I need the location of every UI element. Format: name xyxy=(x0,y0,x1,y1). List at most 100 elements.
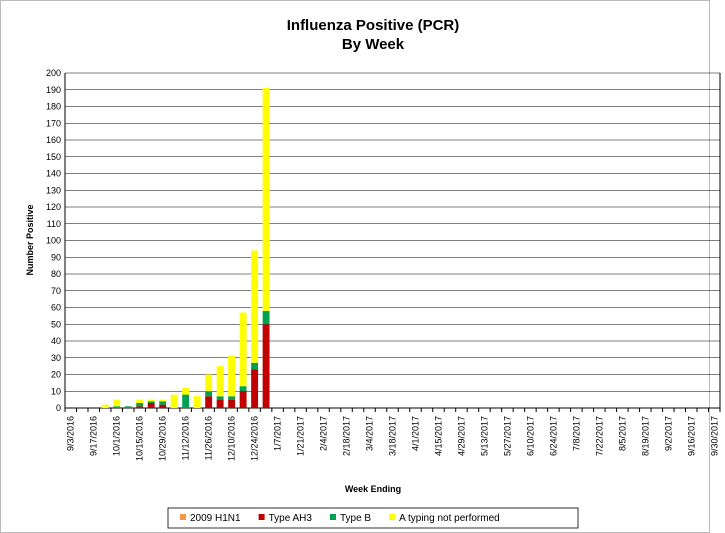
y-tick-label: 80 xyxy=(51,269,61,279)
bar-segment xyxy=(239,312,247,387)
bar-segment xyxy=(205,374,213,392)
y-tick-label: 180 xyxy=(46,102,61,112)
x-tick-label: 9/2/2017 xyxy=(663,416,673,451)
y-tick-label: 150 xyxy=(46,152,61,162)
x-tick-label: 9/30/2017 xyxy=(709,416,719,456)
y-tick-label: 90 xyxy=(51,252,61,262)
bar-segment xyxy=(193,396,201,408)
y-tick-label: 120 xyxy=(46,202,61,212)
bar-segment xyxy=(124,406,132,408)
bar-segment xyxy=(239,391,247,408)
bar-segment xyxy=(216,396,224,400)
x-axis-title: Week Ending xyxy=(345,484,401,494)
bar-segment xyxy=(182,387,190,395)
x-tick-label: 6/10/2017 xyxy=(525,416,535,456)
bar-segment xyxy=(228,356,236,397)
x-tick-label: 11/26/2016 xyxy=(204,416,214,460)
legend-swatch xyxy=(389,514,396,520)
bar-segment xyxy=(262,310,270,325)
legend-swatch xyxy=(180,514,186,520)
x-tick-label: 5/27/2017 xyxy=(502,416,512,456)
x-tick-label: 5/13/2017 xyxy=(479,416,489,456)
x-tick-label: 3/18/2017 xyxy=(388,416,398,456)
bar-segment xyxy=(136,406,144,408)
y-tick-label: 100 xyxy=(46,236,61,246)
x-tick-label: 9/16/2017 xyxy=(686,416,696,456)
y-tick-label: 70 xyxy=(51,286,61,296)
x-tick-label: 6/24/2017 xyxy=(548,416,558,456)
y-tick-label: 10 xyxy=(51,386,61,396)
x-tick-label: 10/29/2016 xyxy=(158,416,168,461)
bar-segment xyxy=(228,396,236,400)
legend-label: Type AH3 xyxy=(269,513,313,524)
bar-segment xyxy=(170,394,178,408)
legend-label: A typing not performed xyxy=(399,513,500,524)
bar-segment xyxy=(159,401,167,405)
y-tick-label: 190 xyxy=(46,85,61,95)
bar-segment xyxy=(205,391,213,397)
x-tick-label: 9/17/2016 xyxy=(89,416,99,456)
x-tick-label: 10/1/2016 xyxy=(112,416,122,456)
x-tick-label: 4/1/2017 xyxy=(410,416,420,451)
x-tick-label: 2/18/2017 xyxy=(342,416,352,456)
bar-segment xyxy=(101,404,109,408)
bar-segment xyxy=(251,362,259,370)
bar-segment xyxy=(251,369,259,408)
bar-segment xyxy=(262,324,270,408)
y-tick-label: 0 xyxy=(56,403,61,413)
legend-label: Type B xyxy=(340,513,371,524)
x-tick-label: 4/15/2017 xyxy=(433,416,443,456)
y-tick-label: 130 xyxy=(46,185,61,195)
y-axis-title: Number Positive xyxy=(25,204,35,275)
bar-segment xyxy=(251,250,259,363)
bar-segment xyxy=(228,399,236,408)
x-tick-label: 4/29/2017 xyxy=(456,416,466,456)
legend-swatch xyxy=(329,514,336,520)
y-tick-label: 110 xyxy=(47,219,61,229)
bar-segment xyxy=(159,399,167,402)
x-tick-label: 8/5/2017 xyxy=(617,416,627,451)
bar-segment xyxy=(113,399,121,407)
chart-subtitle: By Week xyxy=(342,36,405,53)
bar-segment xyxy=(216,366,224,397)
y-tick-label: 200 xyxy=(46,68,61,78)
bar-segment xyxy=(113,406,121,408)
bar-segment xyxy=(147,402,155,408)
bar-segment xyxy=(147,401,155,403)
legend-box xyxy=(167,507,579,529)
x-tick-label: 2/4/2017 xyxy=(319,416,329,451)
x-tick-label: 3/4/2017 xyxy=(365,416,375,451)
y-tick-label: 50 xyxy=(51,319,61,329)
x-tick-label: 12/10/2016 xyxy=(227,416,237,461)
y-tick-label: 40 xyxy=(51,336,61,346)
x-tick-label: 10/15/2016 xyxy=(135,416,145,461)
chart-border xyxy=(0,0,710,533)
bar-segment xyxy=(239,386,247,392)
y-tick-label: 20 xyxy=(51,370,61,380)
bar-segment xyxy=(147,399,155,402)
bar-segment xyxy=(159,404,167,408)
y-tick-label: 160 xyxy=(46,135,61,145)
chart-title: Influenza Positive (PCR) xyxy=(287,17,460,34)
legend-label: 2009 H1N1 xyxy=(190,513,241,524)
x-tick-label: 1/7/2017 xyxy=(273,416,283,451)
x-tick-label: 11/12/2016 xyxy=(181,416,191,460)
x-tick-label: 7/22/2017 xyxy=(594,416,604,456)
x-tick-label: 8/19/2017 xyxy=(640,416,650,456)
y-tick-label: 170 xyxy=(46,118,61,128)
legend-swatch xyxy=(258,514,265,520)
bar-segment xyxy=(205,396,213,408)
x-tick-label: 9/3/2016 xyxy=(66,416,76,451)
x-tick-label: 7/8/2017 xyxy=(571,416,581,451)
y-tick-label: 140 xyxy=(46,169,61,179)
y-tick-label: 30 xyxy=(51,353,61,363)
bar-segment xyxy=(216,399,224,408)
bar-segment xyxy=(136,402,144,407)
x-tick-label: 1/21/2017 xyxy=(296,416,306,456)
bar-segment xyxy=(262,88,270,311)
x-tick-label: 12/24/2016 xyxy=(250,416,260,461)
y-tick-label: 60 xyxy=(51,303,61,313)
bar-segment xyxy=(136,399,144,403)
bar-segment xyxy=(182,394,190,408)
